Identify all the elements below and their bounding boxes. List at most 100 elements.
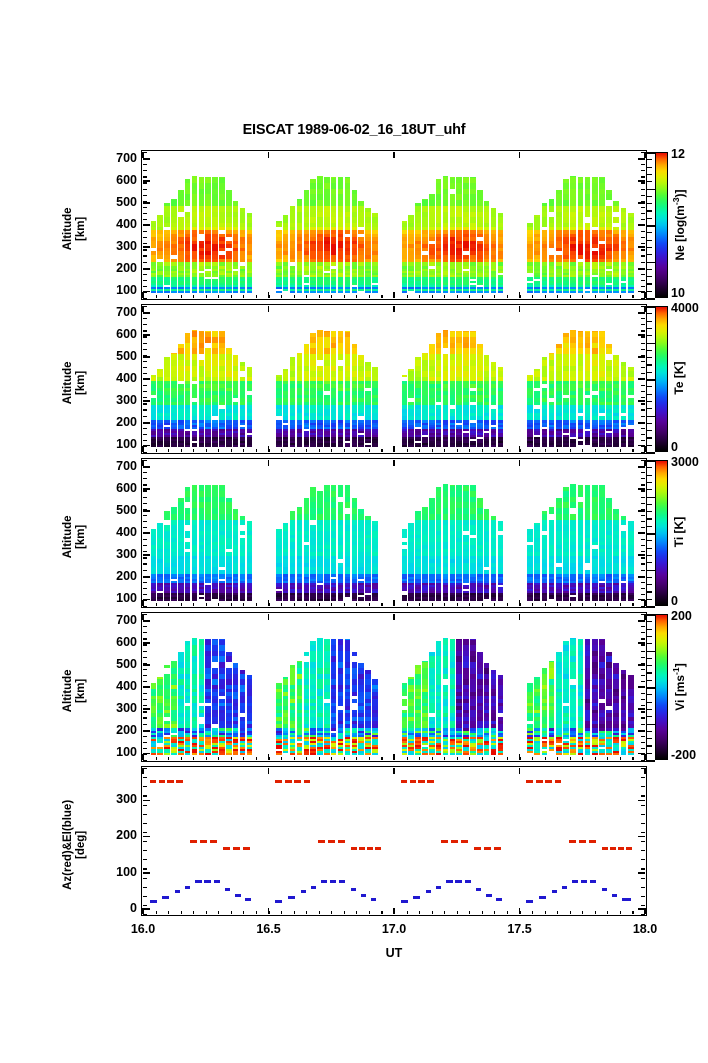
data-cell: [310, 559, 316, 563]
data-cell: [442, 329, 449, 332]
data-cell: [415, 223, 421, 227]
data-cell: [442, 359, 449, 366]
data-cell: [232, 433, 239, 436]
data-column: [219, 461, 225, 607]
data-cell: [310, 599, 316, 602]
data-cell: [289, 555, 296, 560]
data-cell: [317, 423, 323, 426]
data-cell: [449, 217, 456, 224]
data-cell: [401, 237, 408, 241]
data-cell: [351, 519, 358, 526]
data-cell: [620, 211, 627, 218]
data-cell: [613, 277, 620, 280]
data-cell: [548, 391, 555, 395]
data-cell: [584, 271, 591, 274]
data-cell: [303, 433, 310, 436]
data-cell: [415, 443, 421, 446]
data-cell: [422, 353, 428, 355]
data-cell: [483, 552, 490, 556]
data-cell: [239, 258, 246, 263]
data-cell: [205, 281, 211, 284]
data-cell: [463, 348, 469, 355]
data-cell: [483, 384, 490, 388]
data-cell: [470, 211, 476, 218]
data-cell: [191, 258, 198, 263]
data-cell: [239, 429, 246, 432]
data-cell: [606, 427, 613, 430]
data-cell: [344, 405, 351, 409]
data-cell: [337, 336, 344, 343]
data-cell: [620, 439, 627, 442]
data-column: [351, 461, 358, 607]
data-cell: [232, 223, 239, 227]
data-cell: [198, 562, 205, 567]
data-cell: [212, 587, 218, 590]
data-cell: [289, 538, 296, 542]
data-cell: [584, 211, 591, 218]
data-cell: [527, 416, 533, 420]
data-cell: [422, 254, 428, 259]
data-cell: [358, 377, 364, 381]
data-cell: [442, 490, 449, 497]
data-cell: [358, 425, 364, 428]
data-cell: [449, 177, 456, 183]
data-cell: [442, 433, 449, 436]
data-cell: [246, 566, 253, 571]
data-cell: [212, 254, 218, 259]
data-cell: [303, 269, 310, 272]
data-cell: [470, 277, 476, 280]
data-cell: [198, 230, 205, 234]
data-column: [324, 461, 330, 607]
data-column: [296, 461, 303, 607]
data-column: [324, 307, 330, 453]
data-cell: [276, 581, 282, 584]
data-cell: [429, 589, 435, 592]
data-cell: [310, 217, 316, 224]
data-cell: [276, 380, 282, 385]
data-cell: [205, 548, 211, 553]
data-cell: [477, 279, 483, 282]
data-cell: [239, 431, 246, 434]
data-cell: [219, 271, 225, 274]
data-cell: [563, 443, 569, 446]
data-cell: [365, 279, 371, 282]
data-cell: [477, 593, 483, 596]
data-cell: [483, 587, 490, 590]
data-cell: [449, 577, 456, 580]
data-cell: [477, 223, 483, 227]
data-cell: [563, 441, 569, 444]
data-cell: [232, 371, 239, 378]
data-cell: [577, 200, 584, 206]
data-cell: [276, 534, 282, 539]
data-column: [477, 153, 483, 299]
data-cell: [150, 593, 157, 596]
data-cell: [164, 579, 170, 582]
data-cell: [246, 599, 253, 602]
data-cell: [178, 577, 184, 580]
data-cell: [178, 230, 184, 234]
data-cell: [584, 433, 591, 436]
data-cell: [463, 217, 469, 224]
data-cell: [212, 365, 218, 372]
data-cell: [303, 251, 310, 255]
data-cell: [463, 562, 469, 567]
data-cell: [317, 577, 323, 580]
data-cell: [351, 237, 358, 241]
data-cell: [429, 502, 435, 509]
data-cell: [232, 365, 239, 372]
data-cell: [310, 244, 316, 248]
data-cell: [157, 559, 163, 563]
data-cell: [219, 593, 225, 596]
data-cell: [415, 258, 421, 263]
data-cell: [483, 265, 490, 270]
data-cell: [577, 359, 584, 366]
data-cell: [317, 237, 323, 241]
data-cell: [219, 429, 225, 432]
data-cell: [463, 585, 469, 588]
data-cell: [435, 513, 442, 520]
data-cell: [219, 283, 225, 286]
data-column: [358, 461, 364, 607]
data-cell: [442, 254, 449, 259]
data-cell: [330, 416, 337, 420]
data-cell: [317, 217, 323, 224]
